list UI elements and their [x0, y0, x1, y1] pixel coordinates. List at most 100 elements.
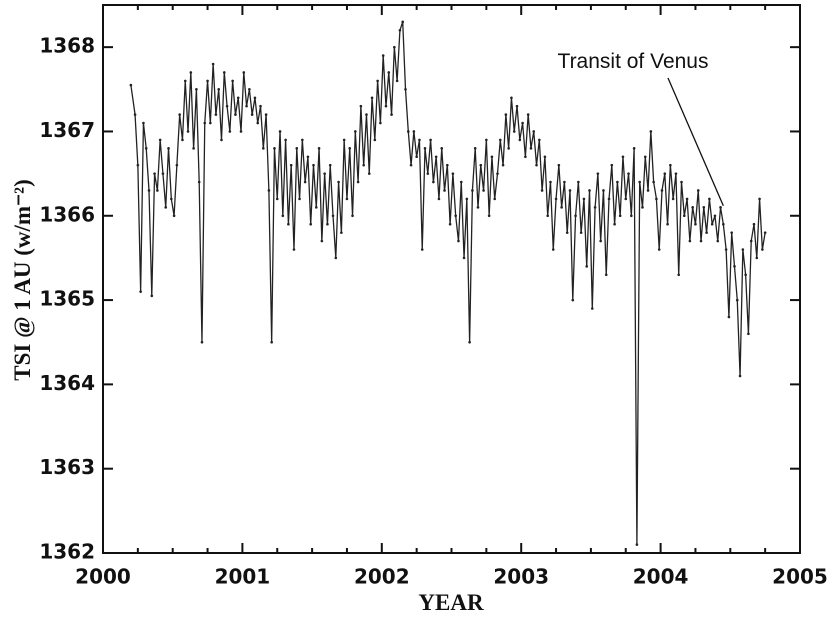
data-point — [730, 231, 733, 234]
data-point — [512, 130, 516, 133]
data-point — [554, 197, 558, 201]
data-point — [621, 155, 625, 159]
data-point — [655, 197, 658, 201]
data-point — [465, 197, 469, 201]
data-point — [660, 189, 664, 192]
data-point — [267, 189, 271, 192]
data-point — [557, 163, 561, 167]
data-point — [738, 374, 742, 378]
data-point — [763, 231, 767, 234]
data-point — [761, 248, 764, 251]
data-point — [674, 172, 678, 175]
data-point — [568, 189, 572, 192]
data-point — [755, 256, 759, 260]
data-point — [443, 189, 446, 192]
data-point — [301, 138, 304, 142]
data-point — [671, 197, 675, 201]
data-point — [429, 138, 432, 142]
data-point — [309, 222, 313, 226]
data-point — [705, 231, 708, 234]
data-point — [476, 206, 480, 209]
x-axis-label: YEAR — [418, 590, 484, 615]
data-point — [448, 222, 452, 226]
data-point — [535, 163, 538, 167]
data-point — [546, 214, 549, 218]
data-point — [719, 206, 722, 209]
data-point — [722, 222, 725, 226]
data-point — [365, 113, 368, 116]
data-point — [303, 180, 307, 184]
data-point — [468, 340, 471, 344]
data-point — [529, 147, 533, 150]
data-point — [582, 197, 586, 201]
data-point — [401, 20, 405, 24]
data-point — [479, 163, 483, 167]
data-point — [250, 113, 254, 116]
data-point — [758, 197, 761, 201]
data-point — [345, 197, 349, 201]
data-point — [713, 214, 717, 218]
data-point — [409, 163, 413, 167]
data-point — [284, 138, 287, 142]
data-point — [747, 332, 750, 336]
data-point — [406, 130, 410, 133]
data-point — [602, 189, 605, 192]
data-point — [459, 180, 463, 184]
data-point — [669, 163, 672, 167]
data-point — [504, 113, 508, 116]
data-point — [387, 71, 391, 74]
data-point — [538, 138, 541, 142]
data-point — [245, 104, 248, 108]
data-point — [501, 163, 505, 167]
data-point — [473, 147, 477, 150]
data-point — [320, 239, 324, 243]
x-tick-label: 2005 — [772, 565, 828, 589]
data-point — [696, 189, 700, 192]
data-point — [727, 315, 731, 319]
data-point — [379, 121, 382, 125]
x-tick-label: 2002 — [354, 565, 410, 589]
data-point — [139, 290, 142, 293]
data-point — [298, 197, 301, 201]
data-point — [613, 222, 616, 226]
data-point — [646, 189, 650, 192]
data-point — [351, 214, 354, 218]
data-point — [133, 113, 137, 116]
data-point — [242, 71, 246, 74]
data-point — [326, 222, 329, 226]
data-point — [404, 88, 407, 91]
data-point — [376, 79, 379, 83]
data-point — [618, 214, 622, 218]
x-tick-label: 2004 — [633, 565, 689, 589]
data-line — [130, 21, 766, 546]
data-point — [287, 222, 290, 226]
y-tick-label: 1366 — [39, 202, 95, 226]
data-point — [203, 121, 207, 125]
data-point — [540, 189, 544, 192]
data-point — [172, 214, 176, 218]
data-point — [702, 206, 706, 209]
data-point — [735, 298, 739, 302]
data-point — [577, 180, 580, 184]
data-point — [373, 138, 377, 142]
data-point — [599, 239, 602, 243]
data-point — [367, 172, 371, 175]
data-point — [150, 294, 154, 298]
data-point — [571, 298, 575, 302]
data-point — [228, 130, 232, 133]
data-point — [278, 130, 282, 133]
data-point — [437, 197, 441, 201]
data-point — [551, 248, 555, 251]
data-point — [314, 206, 318, 209]
data-point — [161, 172, 165, 175]
data-point — [457, 239, 460, 243]
data-point — [231, 79, 234, 83]
data-point — [415, 155, 418, 159]
data-point — [496, 172, 499, 175]
data-point — [264, 113, 268, 116]
data-point — [295, 147, 299, 150]
data-point — [560, 206, 563, 209]
data-point — [384, 104, 388, 108]
data-point — [632, 147, 636, 150]
data-point — [340, 231, 343, 234]
